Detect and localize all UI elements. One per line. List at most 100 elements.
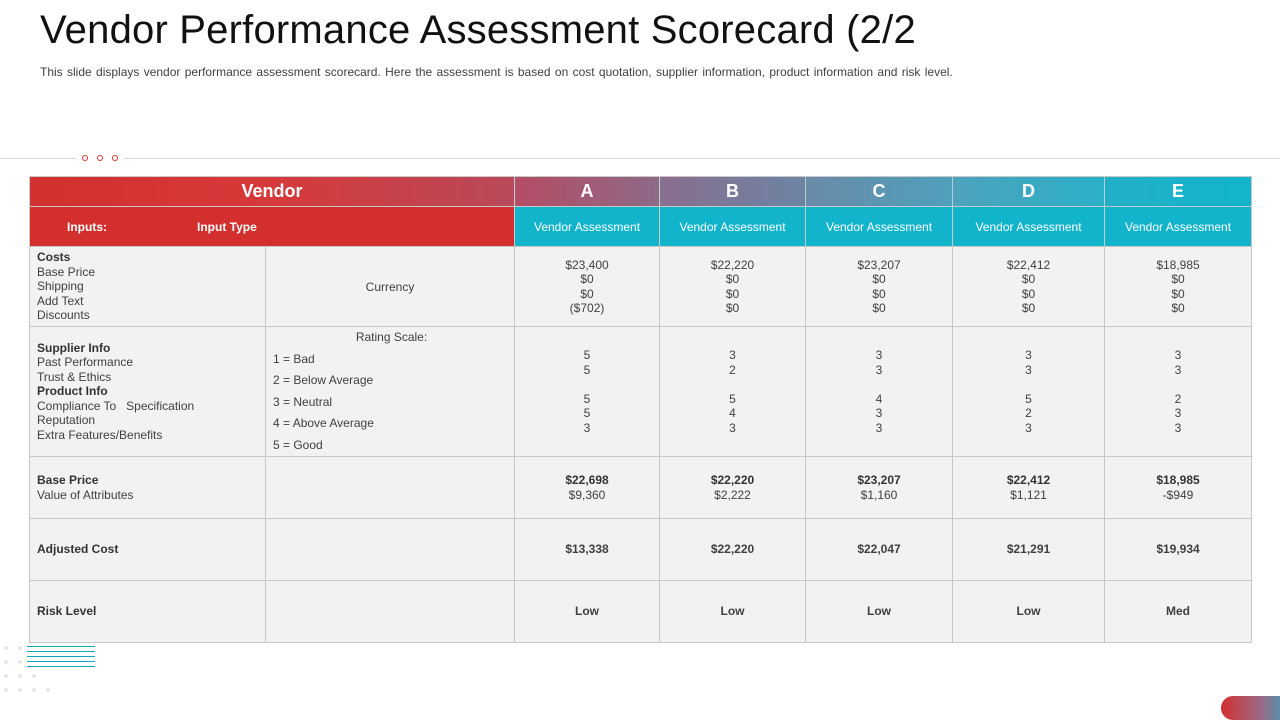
value-cell: $0 bbox=[1021, 286, 1036, 301]
table-row-adjusted-cost: Adjusted Cost $13,338 $22,220 $22,047 $2… bbox=[29, 518, 1253, 581]
adjusted-cost-c: $22,047 bbox=[805, 518, 954, 581]
corner-accent-shape bbox=[1221, 696, 1280, 720]
value-cell: $22,220 bbox=[710, 473, 755, 487]
value-cell: $1,160 bbox=[860, 487, 898, 502]
slide-title: Vendor Performance Assessment Scorecard … bbox=[40, 8, 916, 52]
value-cell: $0 bbox=[1171, 301, 1185, 315]
base-price-values-d: $22,412 $1,121 bbox=[952, 456, 1106, 519]
value-cell: 2 bbox=[729, 362, 736, 377]
value-cell: 5 bbox=[729, 391, 736, 406]
value-cell: $0 bbox=[580, 272, 594, 286]
risk-level-a: Low bbox=[514, 580, 661, 643]
rating-label: Reputation bbox=[37, 413, 96, 428]
value-cell: $23,400 bbox=[565, 257, 609, 272]
rating-label: Trust & Ethics bbox=[37, 369, 112, 384]
vendor-header-c: C bbox=[805, 176, 954, 207]
risk-level-c: Low bbox=[805, 580, 954, 643]
value-of-attributes-label: Value of Attributes bbox=[37, 487, 134, 502]
divider-line-right bbox=[124, 158, 1280, 159]
scorecard-table: Vendor A B C D E Inputs: Input Type Vend… bbox=[28, 176, 1253, 643]
costs-label: Discounts bbox=[37, 308, 90, 323]
value-cell: $2,222 bbox=[714, 487, 751, 502]
vendor-header: Vendor bbox=[28, 176, 516, 207]
value-cell: 4 bbox=[729, 406, 736, 420]
vendor-header-e: E bbox=[1104, 176, 1253, 207]
rating-values-b: 3 2 5 4 3 bbox=[659, 326, 807, 457]
value-cell: 3 bbox=[1174, 348, 1182, 362]
costs-values-b: $22,220 $0 $0 $0 bbox=[659, 246, 807, 327]
adjusted-cost-e: $19,934 bbox=[1104, 518, 1253, 581]
value-cell: 5 bbox=[583, 362, 591, 377]
rating-scale: Rating Scale: 1 = Bad 2 = Below Average … bbox=[264, 326, 516, 457]
ratings-labels: Supplier Info Past Performance Trust & E… bbox=[29, 326, 266, 457]
costs-label: Shipping bbox=[37, 279, 84, 294]
base-price-values-e: $18,985 -$949 bbox=[1104, 456, 1253, 519]
value-cell: 3 bbox=[1025, 348, 1032, 362]
costs-heading: Costs bbox=[37, 250, 71, 265]
value-cell: $22,412 bbox=[1006, 257, 1051, 272]
value-cell: 3 bbox=[1174, 420, 1182, 435]
rating-label: Past Performance bbox=[37, 355, 134, 370]
table-row-ratings: Supplier Info Past Performance Trust & E… bbox=[29, 326, 1253, 457]
rating-scale-title: Rating Scale: bbox=[355, 330, 428, 344]
value-cell: 5 bbox=[583, 406, 591, 420]
rating-scale-item: 2 = Below Average bbox=[273, 373, 374, 387]
costs-values-c: $23,207 $0 $0 $0 bbox=[805, 246, 954, 327]
value-cell: $9,360 bbox=[568, 487, 606, 502]
input-type-label: Input Type bbox=[197, 220, 257, 234]
assessment-label-c: Vendor Assessment bbox=[805, 206, 954, 247]
value-cell: 4 bbox=[875, 391, 883, 406]
divider-dots-icon bbox=[82, 155, 122, 163]
value-cell: 3 bbox=[875, 362, 883, 377]
rating-values-a: 5 5 5 5 3 bbox=[514, 326, 661, 457]
assessment-label-b: Vendor Assessment bbox=[659, 206, 807, 247]
vendor-header-row: Vendor A B C D E bbox=[28, 176, 1253, 207]
base-price-input-type bbox=[264, 456, 516, 519]
vendor-header-b: B bbox=[659, 176, 807, 207]
value-cell: $0 bbox=[872, 272, 886, 286]
value-cell: $1,121 bbox=[1010, 487, 1047, 502]
adjusted-cost-a: $13,338 bbox=[514, 518, 661, 581]
assessment-label-e: Vendor Assessment bbox=[1104, 206, 1253, 247]
value-cell: $0 bbox=[725, 301, 740, 315]
costs-values-d: $22,412 $0 $0 $0 bbox=[952, 246, 1106, 327]
risk-level-label: Risk Level bbox=[29, 580, 266, 643]
adjusted-cost-input-type bbox=[264, 518, 516, 581]
assessment-label-d: Vendor Assessment bbox=[952, 206, 1106, 247]
value-cell: 3 bbox=[875, 406, 883, 420]
inputs-label: Inputs: bbox=[67, 220, 107, 234]
table-row-costs: Costs Base Price Shipping Add Text Disco… bbox=[29, 246, 1253, 327]
costs-input-type: Currency bbox=[264, 246, 516, 327]
value-cell: 3 bbox=[729, 348, 736, 362]
costs-labels: Costs Base Price Shipping Add Text Disco… bbox=[29, 246, 266, 327]
costs-values-e: $18,985 $0 $0 $0 bbox=[1104, 246, 1253, 327]
base-price-labels: Base Price Value of Attributes bbox=[29, 456, 266, 519]
value-cell: 5 bbox=[583, 391, 591, 406]
value-cell: $0 bbox=[725, 286, 740, 301]
vendor-header-d: D bbox=[952, 176, 1106, 207]
value-cell: $0 bbox=[1171, 286, 1185, 301]
base-price-heading: Base Price bbox=[37, 473, 99, 487]
value-cell: 3 bbox=[875, 348, 883, 362]
value-cell: $0 bbox=[1171, 272, 1185, 286]
value-cell: $18,985 bbox=[1156, 257, 1200, 272]
rating-values-c: 3 3 4 3 3 bbox=[805, 326, 954, 457]
rating-values-d: 3 3 5 2 3 bbox=[952, 326, 1106, 457]
adjusted-cost-label: Adjusted Cost bbox=[29, 518, 266, 581]
assessment-label-a: Vendor Assessment bbox=[514, 206, 661, 247]
risk-level-heading: Risk Level bbox=[37, 604, 97, 619]
value-cell: $0 bbox=[872, 301, 886, 315]
value-cell: $0 bbox=[1021, 272, 1036, 286]
value-cell: $22,412 bbox=[1006, 473, 1051, 487]
adjusted-cost-d: $21,291 bbox=[952, 518, 1106, 581]
rating-scale-item: 5 = Good bbox=[273, 437, 323, 452]
decorative-dots-icon bbox=[4, 646, 54, 696]
base-price-values-b: $22,220 $2,222 bbox=[659, 456, 807, 519]
value-cell: $0 bbox=[725, 272, 740, 286]
risk-level-input-type bbox=[264, 580, 516, 643]
value-cell: 2 bbox=[1025, 406, 1032, 420]
costs-values-a: $23,400 $0 $0 ($702) bbox=[514, 246, 661, 327]
value-cell: $22,698 bbox=[565, 473, 609, 487]
rating-scale-item: 3 = Neutral bbox=[273, 394, 333, 409]
value-cell: 3 bbox=[1174, 362, 1182, 377]
